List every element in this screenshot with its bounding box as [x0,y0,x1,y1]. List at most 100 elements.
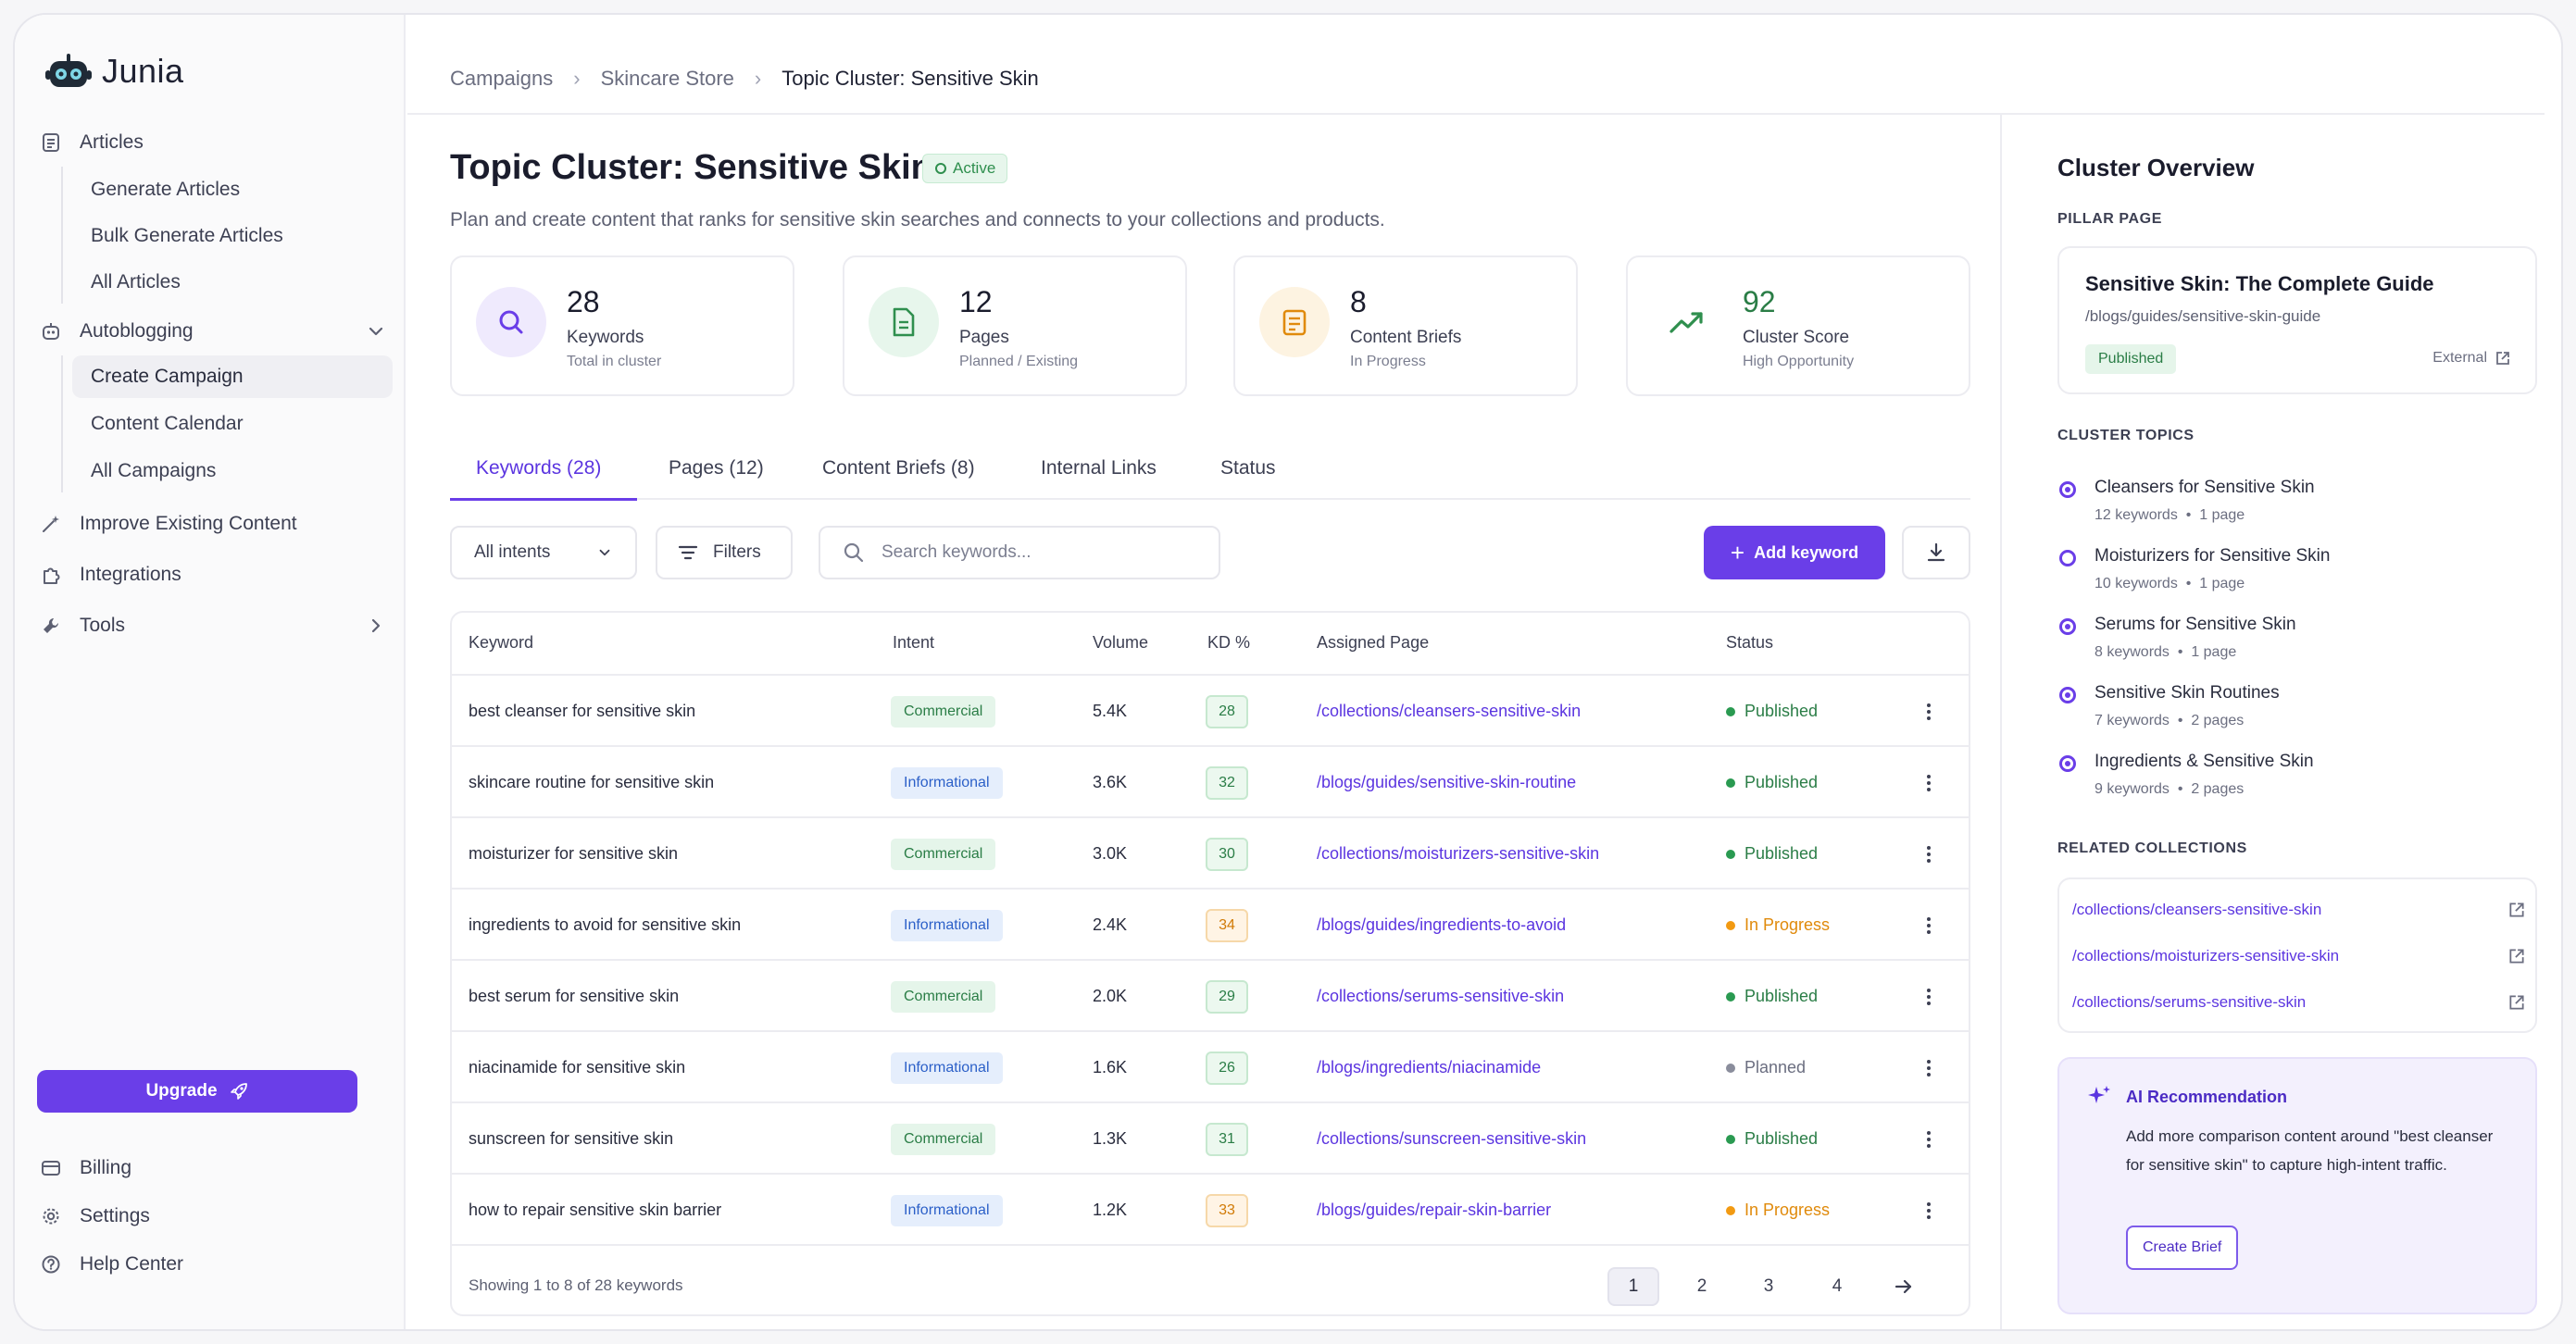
more-options-icon[interactable] [1915,698,1943,726]
chevron-down-icon[interactable] [365,320,387,342]
tab-content-briefs[interactable]: Content Briefs (8) [822,457,975,479]
table-row[interactable]: best cleanser for sensitive skin Commerc… [452,676,1969,747]
cluster-topic[interactable]: Moisturizers for Sensitive Skin 10 keywo… [2057,546,2539,602]
nav-generate-articles[interactable]: Generate Articles [91,179,241,200]
table-row[interactable]: ingredients to avoid for sensitive skin … [452,890,1969,961]
external-link-icon[interactable] [2507,993,2526,1012]
more-options-icon[interactable] [1915,912,1943,940]
brand[interactable]: Junia [44,52,184,91]
nav-bulk-generate-articles[interactable]: Bulk Generate Articles [91,225,283,246]
assigned-page-link[interactable]: /blogs/guides/sensitive-skin-routine [1317,773,1577,791]
nav-billing[interactable]: Billing [39,1150,131,1187]
assigned-page-link[interactable]: /collections/moisturizers-sensitive-skin [1317,844,1600,863]
more-options-icon[interactable] [1915,1197,1943,1225]
nav-integrations[interactable]: Integrations [39,556,181,593]
topic-meta: 7 keywords • 2 pages [2095,713,2245,728]
cluster-topic[interactable]: Ingredients & Sensitive Skin 9 keywords … [2057,752,2539,807]
create-brief-button[interactable]: Create Brief [2126,1226,2239,1270]
arrow-right-icon [1894,1279,1912,1294]
col-intent[interactable]: Intent [893,633,935,652]
col-status[interactable]: Status [1726,633,1774,652]
col-keyword[interactable]: Keyword [469,633,534,652]
cluster-topic[interactable]: Serums for Sensitive Skin 8 keywords • 1… [2057,615,2539,670]
external-link-icon[interactable] [2507,901,2526,919]
col-volume[interactable]: Volume [1093,633,1149,652]
collection-link[interactable]: /collections/moisturizers-sensitive-skin [2072,933,2526,979]
app-window: Junia Articles Generate Articles Bulk Ge… [13,13,2563,1331]
brief-icon [1259,287,1330,357]
volume-cell: 1.3K [1093,1129,1128,1148]
assigned-page-link[interactable]: /blogs/guides/repair-skin-barrier [1317,1201,1552,1219]
page-button-4[interactable]: 4 [1832,1276,1843,1296]
nav-articles[interactable]: Articles [39,124,144,161]
table-row[interactable]: best serum for sensitive skin Commercial… [452,961,1969,1032]
table-row[interactable]: skincare routine for sensitive skin Info… [452,747,1969,818]
page-button-1[interactable]: 1 [1607,1267,1659,1306]
kd-badge: 28 [1206,694,1248,728]
nav-all-campaigns[interactable]: All Campaigns [91,460,217,481]
download-button[interactable] [1902,526,1970,579]
cluster-topic[interactable]: Cleansers for Sensitive Skin 12 keywords… [2057,478,2539,533]
keyword-cell: best serum for sensitive skin [469,987,680,1005]
upgrade-button[interactable]: Upgrade [37,1070,357,1113]
stat-label: Keywords [567,328,644,347]
chevron-right-icon[interactable] [365,615,387,637]
nav-content-calendar[interactable]: Content Calendar [91,413,244,434]
search-icon [476,287,546,357]
nav-billing-label: Billing [80,1157,132,1178]
ai-recommendation-title: AI Recommendation [2126,1087,2288,1106]
collection-link[interactable]: /collections/serums-sensitive-skin [2072,979,2526,1026]
assigned-page-link[interactable]: /blogs/ingredients/niacinamide [1317,1058,1542,1076]
external-link-icon[interactable] [2507,947,2526,965]
table-row[interactable]: moisturizer for sensitive skin Commercia… [452,818,1969,890]
assigned-page-link[interactable]: /collections/serums-sensitive-skin [1317,987,1565,1005]
nav-create-campaign[interactable]: Create Campaign [72,355,393,398]
page-button-3[interactable]: 3 [1763,1276,1774,1296]
chevron-down-icon [599,549,610,556]
page-button-2[interactable]: 2 [1696,1276,1707,1296]
table-row[interactable]: how to repair sensitive skin barrier Inf… [452,1175,1969,1246]
status-text: Published [1744,987,1819,1005]
more-options-icon[interactable] [1915,1054,1943,1082]
intent-badge: Commercial [891,980,996,1013]
breadcrumb-campaigns[interactable]: Campaigns [450,67,554,90]
stat-value: 92 [1743,285,1776,318]
col-assigned-page[interactable]: Assigned Page [1317,633,1430,652]
search-placeholder: Search keywords... [882,542,1032,562]
nav-improve-existing-content[interactable]: Improve Existing Content [39,505,297,542]
external-link[interactable]: External [2432,350,2511,367]
intent-select[interactable]: All intents [450,526,637,579]
nav-tools[interactable]: Tools [39,607,391,644]
tab-keywords[interactable]: Keywords (28) [476,457,602,479]
nav-autoblogging[interactable]: Autoblogging [39,313,391,350]
nav-all-articles[interactable]: All Articles [91,271,181,292]
add-keyword-button[interactable]: + Add keyword [1704,526,1885,579]
filters-label: Filters [713,542,761,562]
rocket-icon [230,1083,247,1100]
breadcrumb-skincare-store[interactable]: Skincare Store [600,67,734,90]
more-options-icon[interactable] [1915,769,1943,797]
kd-badge: 26 [1206,1051,1248,1085]
nav-help-center[interactable]: Help Center [39,1246,183,1283]
col-kd[interactable]: KD % [1207,633,1251,652]
more-options-icon[interactable] [1915,1126,1943,1153]
nav-settings[interactable]: Settings [39,1198,150,1235]
kd-badge: 34 [1206,908,1248,942]
more-options-icon[interactable] [1915,983,1943,1011]
tab-internal-links[interactable]: Internal Links [1041,457,1157,479]
pillar-page-card[interactable]: Sensitive Skin: The Complete Guide /blog… [2057,246,2537,394]
more-options-icon[interactable] [1915,840,1943,868]
assigned-page-link[interactable]: /blogs/guides/ingredients-to-avoid [1317,915,1567,934]
table-row[interactable]: niacinamide for sensitive skin Informati… [452,1032,1969,1103]
filters-button[interactable]: Filters [656,526,793,579]
search-input[interactable]: Search keywords... [819,526,1220,579]
assigned-page-link[interactable]: /collections/cleansers-sensitive-skin [1317,702,1582,720]
table-row[interactable]: sunscreen for sensitive skin Commercial … [452,1103,1969,1175]
tab-pages[interactable]: Pages (12) [669,457,764,479]
next-page-button[interactable] [1878,1267,1930,1306]
assigned-page-link[interactable]: /collections/sunscreen-sensitive-skin [1317,1129,1587,1148]
cluster-topic[interactable]: Sensitive Skin Routines 7 keywords • 2 p… [2057,683,2539,739]
collection-link[interactable]: /collections/cleansers-sensitive-skin [2072,887,2526,933]
status-dot [1726,778,1735,788]
tab-status[interactable]: Status [1220,457,1276,479]
